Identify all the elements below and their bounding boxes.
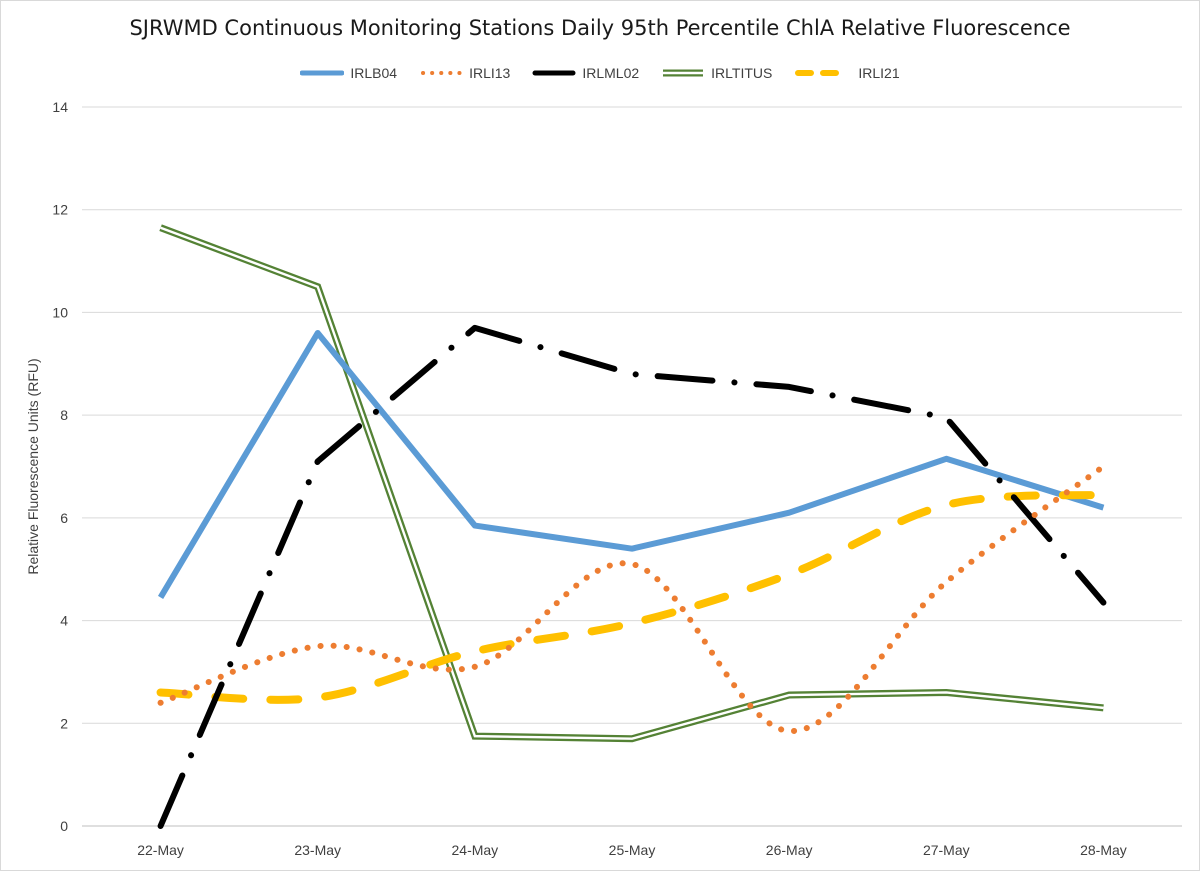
y-tick-label: 4 xyxy=(60,613,68,629)
series-line-irltitus xyxy=(159,224,1104,743)
data-point-irlb04-1 xyxy=(315,330,321,336)
x-tick-label: 25-May xyxy=(609,842,656,858)
data-point-irlml02-2 xyxy=(472,325,478,331)
data-point-irli21-0 xyxy=(158,689,164,695)
x-tick-label: 26-May xyxy=(766,842,813,858)
legend-item-irlb04[interactable]: IRLB04 xyxy=(300,65,397,81)
y-tick-label: 8 xyxy=(60,407,68,423)
data-point-irli21-4 xyxy=(786,571,792,577)
legend-label-irltitus: IRLTITUS xyxy=(711,65,773,81)
series-line-irlb04 xyxy=(157,329,1105,599)
data-point-irli13-4 xyxy=(786,728,792,734)
data-point-irli21-6 xyxy=(1100,492,1106,498)
legend-item-irlml02[interactable]: IRLML02 xyxy=(532,65,639,81)
data-point-irli13-6 xyxy=(1100,464,1106,470)
data-point-irli13-1 xyxy=(315,643,321,649)
data-point-irltitus-4 xyxy=(786,692,792,698)
legend: IRLB04 IRLI13 IRLML02 IRLTITUS IRLI21 xyxy=(0,62,1200,84)
data-point-irlml02-3 xyxy=(629,371,635,377)
legend-item-irli21[interactable]: IRLI21 xyxy=(794,65,900,81)
data-point-irli13-3 xyxy=(629,561,635,567)
x-tick-label: 28-May xyxy=(1080,842,1127,858)
y-tick-label: 6 xyxy=(60,510,68,526)
legend-swatch-irli21 xyxy=(795,70,840,76)
x-tick-label: 23-May xyxy=(294,842,341,858)
y-tick-label: 2 xyxy=(60,715,68,731)
x-tick-label: 27-May xyxy=(923,842,970,858)
data-point-irli13-2 xyxy=(472,664,478,670)
data-point-irlml02-4 xyxy=(786,384,792,390)
x-tick-label: 22-May xyxy=(137,842,184,858)
data-point-irlml02-1 xyxy=(315,458,321,464)
y-tick-label: 10 xyxy=(52,304,68,320)
data-point-irltitus-6 xyxy=(1100,705,1106,711)
y-tick-label: 0 xyxy=(60,818,68,834)
data-point-irltitus-1 xyxy=(315,284,321,290)
data-point-irlml02-0 xyxy=(158,823,164,829)
data-point-irlb04-2 xyxy=(472,523,478,529)
data-point-irlb04-3 xyxy=(629,546,635,552)
legend-swatch-irlml02 xyxy=(532,70,576,76)
legend-swatch-irli13 xyxy=(421,71,464,75)
series-line-inner-irltitus xyxy=(160,226,1104,740)
data-point-irlb04-6 xyxy=(1100,505,1106,511)
legend-swatch-irlb04 xyxy=(300,70,345,76)
y-axis-label: Relative Fluorescence Units (RFU) xyxy=(25,358,41,574)
legend-label-irli13: IRLI13 xyxy=(469,65,511,81)
y-tick-label: 14 xyxy=(52,99,68,115)
data-point-irli13-5 xyxy=(943,579,949,585)
series-line-irlml02 xyxy=(157,324,1107,829)
data-point-irltitus-2 xyxy=(472,733,478,739)
x-tick-label: 24-May xyxy=(452,842,499,858)
data-point-irli21-1 xyxy=(315,695,321,701)
data-point-irltitus-3 xyxy=(629,736,635,742)
data-point-irlb04-4 xyxy=(786,510,792,516)
chart-title: SJRWMD Continuous Monitoring Stations Da… xyxy=(129,16,1071,40)
legend-label-irlb04: IRLB04 xyxy=(350,65,398,81)
data-point-irltitus-5 xyxy=(943,689,949,695)
data-point-irli13-0 xyxy=(158,700,164,706)
data-point-irltitus-0 xyxy=(158,225,164,231)
data-point-irlb04-5 xyxy=(943,456,949,462)
data-point-irli21-3 xyxy=(629,620,635,626)
data-point-irlml02-6 xyxy=(1100,600,1106,606)
data-point-irli21-5 xyxy=(943,502,949,508)
series-line-irli21 xyxy=(156,490,1108,704)
y-tick-label: 12 xyxy=(52,202,68,218)
series-line-irli13 xyxy=(157,463,1107,734)
legend-swatch-irltitus xyxy=(663,69,704,77)
legend-item-irltitus[interactable]: IRLTITUS xyxy=(661,65,772,81)
legend-label-irlml02: IRLML02 xyxy=(582,65,640,81)
data-point-irlml02-5 xyxy=(943,415,949,421)
data-point-irli21-2 xyxy=(472,648,478,654)
legend-label-irli21: IRLI21 xyxy=(858,65,900,81)
legend-item-irli13[interactable]: IRLI13 xyxy=(419,65,510,81)
data-point-irlb04-0 xyxy=(158,594,164,600)
